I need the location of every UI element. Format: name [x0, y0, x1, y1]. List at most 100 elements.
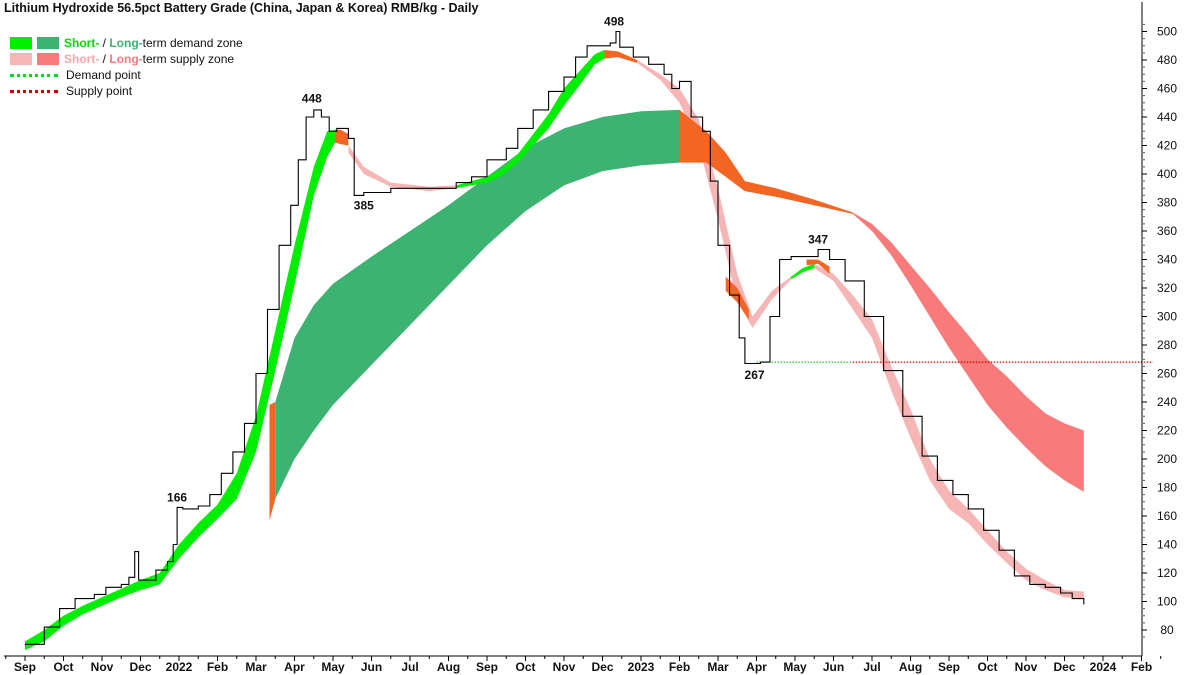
data-label: 166: [167, 490, 187, 504]
legend-demand-zone: Short- / Long-term demand zone: [10, 35, 243, 51]
short-term-supply-zone-band: [637, 60, 792, 328]
short-term-supply-zone-band: [814, 263, 1084, 599]
y-tick-label: 460: [1157, 82, 1177, 96]
x-tick-label: Mar: [707, 660, 729, 674]
x-tick-label: Feb: [1131, 660, 1152, 674]
x-tick-label: Sep: [14, 660, 36, 674]
x-tick-label: May: [321, 660, 345, 674]
y-tick-label: 80: [1160, 623, 1174, 637]
x-tick-label: Jun: [823, 660, 844, 674]
x-tick-label: May: [783, 660, 807, 674]
y-tick-label: 100: [1157, 595, 1177, 609]
y-tick-label: 280: [1157, 338, 1177, 352]
y-tick-label: 440: [1157, 110, 1177, 124]
legend-slash: /: [99, 52, 110, 66]
x-tick-label: Feb: [207, 660, 228, 674]
long-term-supply-zone-band: [852, 212, 1084, 492]
short-term-demand-zone-band: [25, 129, 335, 651]
x-tick-label: Feb: [669, 660, 690, 674]
x-tick-label: Dec: [129, 660, 151, 674]
x-tick-label: Aug: [437, 660, 460, 674]
y-tick-label: 180: [1157, 481, 1177, 495]
y-tick-label: 480: [1157, 53, 1177, 67]
x-tick-label: Sep: [938, 660, 960, 674]
short-term-supply-zone-band: [348, 145, 457, 192]
x-tick-label: Apr: [746, 660, 767, 674]
short-demand-swatch: [10, 37, 32, 49]
legend-long-supply: Long-: [109, 52, 143, 66]
y-tick-label: 260: [1157, 367, 1177, 381]
short-term-demand-zone-band: [791, 263, 815, 280]
y-tick-label: 220: [1157, 424, 1177, 438]
data-label: 347: [808, 233, 828, 247]
legend-supply-point-label: Supply point: [66, 84, 133, 98]
transition-band: [679, 109, 853, 214]
x-tick-label: Nov: [553, 660, 576, 674]
y-tick-label: 500: [1157, 25, 1177, 39]
x-tick-label: Mar: [245, 660, 267, 674]
axes: 80 100 120 140 160 180 200 220 240 260 280 300 320 34…: [4, 2, 1177, 674]
y-tick-label: 240: [1157, 395, 1177, 409]
x-tick-label: Nov: [1015, 660, 1038, 674]
price-line: [25, 30, 1085, 645]
x-tick-label: 2023: [628, 660, 655, 674]
legend-slash: /: [99, 36, 110, 50]
data-label: 267: [745, 368, 765, 382]
x-tick-label: Jul: [401, 660, 418, 674]
legend-long-demand: Long-: [109, 36, 143, 50]
legend-short-supply: Short-: [64, 52, 100, 66]
zone-bands: [25, 50, 1084, 651]
legend-supply-zone: Short- / Long-term supply zone: [10, 51, 243, 67]
legend-demand-rest: term demand zone: [142, 36, 243, 50]
annotations: 166 448 385 498 267 347: [167, 15, 828, 505]
y-tick-label: 160: [1157, 509, 1177, 523]
x-tick-label: Apr: [284, 660, 305, 674]
y-tick-label: 320: [1157, 281, 1177, 295]
transition-band: [725, 276, 749, 320]
x-tick-label: Jul: [863, 660, 880, 674]
long-term-demand-zone-band: [275, 109, 680, 499]
x-tick-label: Dec: [591, 660, 613, 674]
transition-band: [806, 259, 830, 274]
x-tick-label: Jun: [361, 660, 382, 674]
y-tick-label: 400: [1157, 167, 1177, 181]
legend-supply-point: Supply point: [10, 83, 243, 99]
x-tick-label: 2024: [1090, 660, 1117, 674]
x-tick-label: 2022: [166, 660, 193, 674]
data-label: 385: [354, 198, 374, 212]
data-label: 448: [302, 91, 322, 105]
demand-point-line-sample: [10, 73, 58, 77]
x-tick-label: Oct: [53, 660, 73, 674]
y-tick-label: 360: [1157, 224, 1177, 238]
y-tick-label: 140: [1157, 538, 1177, 552]
long-demand-swatch: [37, 37, 59, 49]
transition-band: [269, 402, 276, 521]
short-term-demand-zone-band: [456, 50, 605, 189]
x-tick-label: Oct: [977, 660, 997, 674]
price-series: [25, 30, 1085, 645]
y-tick-label: 380: [1157, 196, 1177, 210]
y-tick-label: 420: [1157, 139, 1177, 153]
x-tick-label: Sep: [476, 660, 498, 674]
y-tick-label: 300: [1157, 310, 1177, 324]
x-tick-label: Nov: [91, 660, 114, 674]
supply-point-line-sample: [10, 89, 58, 93]
legend-demand-point-label: Demand point: [66, 68, 141, 82]
x-tick-label: Oct: [515, 660, 535, 674]
y-tick-label: 340: [1157, 253, 1177, 267]
y-tick-label: 120: [1157, 566, 1177, 580]
short-supply-swatch: [10, 53, 32, 65]
y-tick-label: 200: [1157, 452, 1177, 466]
transition-band: [604, 50, 638, 63]
x-tick-label: Aug: [899, 660, 922, 674]
chart-title: Lithium Hydroxide 56.5pct Battery Grade …: [4, 1, 479, 15]
transition-band: [334, 129, 349, 146]
data-label: 498: [604, 15, 624, 29]
legend-supply-rest: term supply zone: [142, 52, 235, 66]
x-tick-label: Dec: [1053, 660, 1075, 674]
legend-demand-point: Demand point: [10, 67, 243, 83]
legend-short-demand: Short-: [64, 36, 100, 50]
long-supply-swatch: [37, 53, 59, 65]
legend: Short- / Long-term demand zone Short- / …: [10, 35, 243, 99]
